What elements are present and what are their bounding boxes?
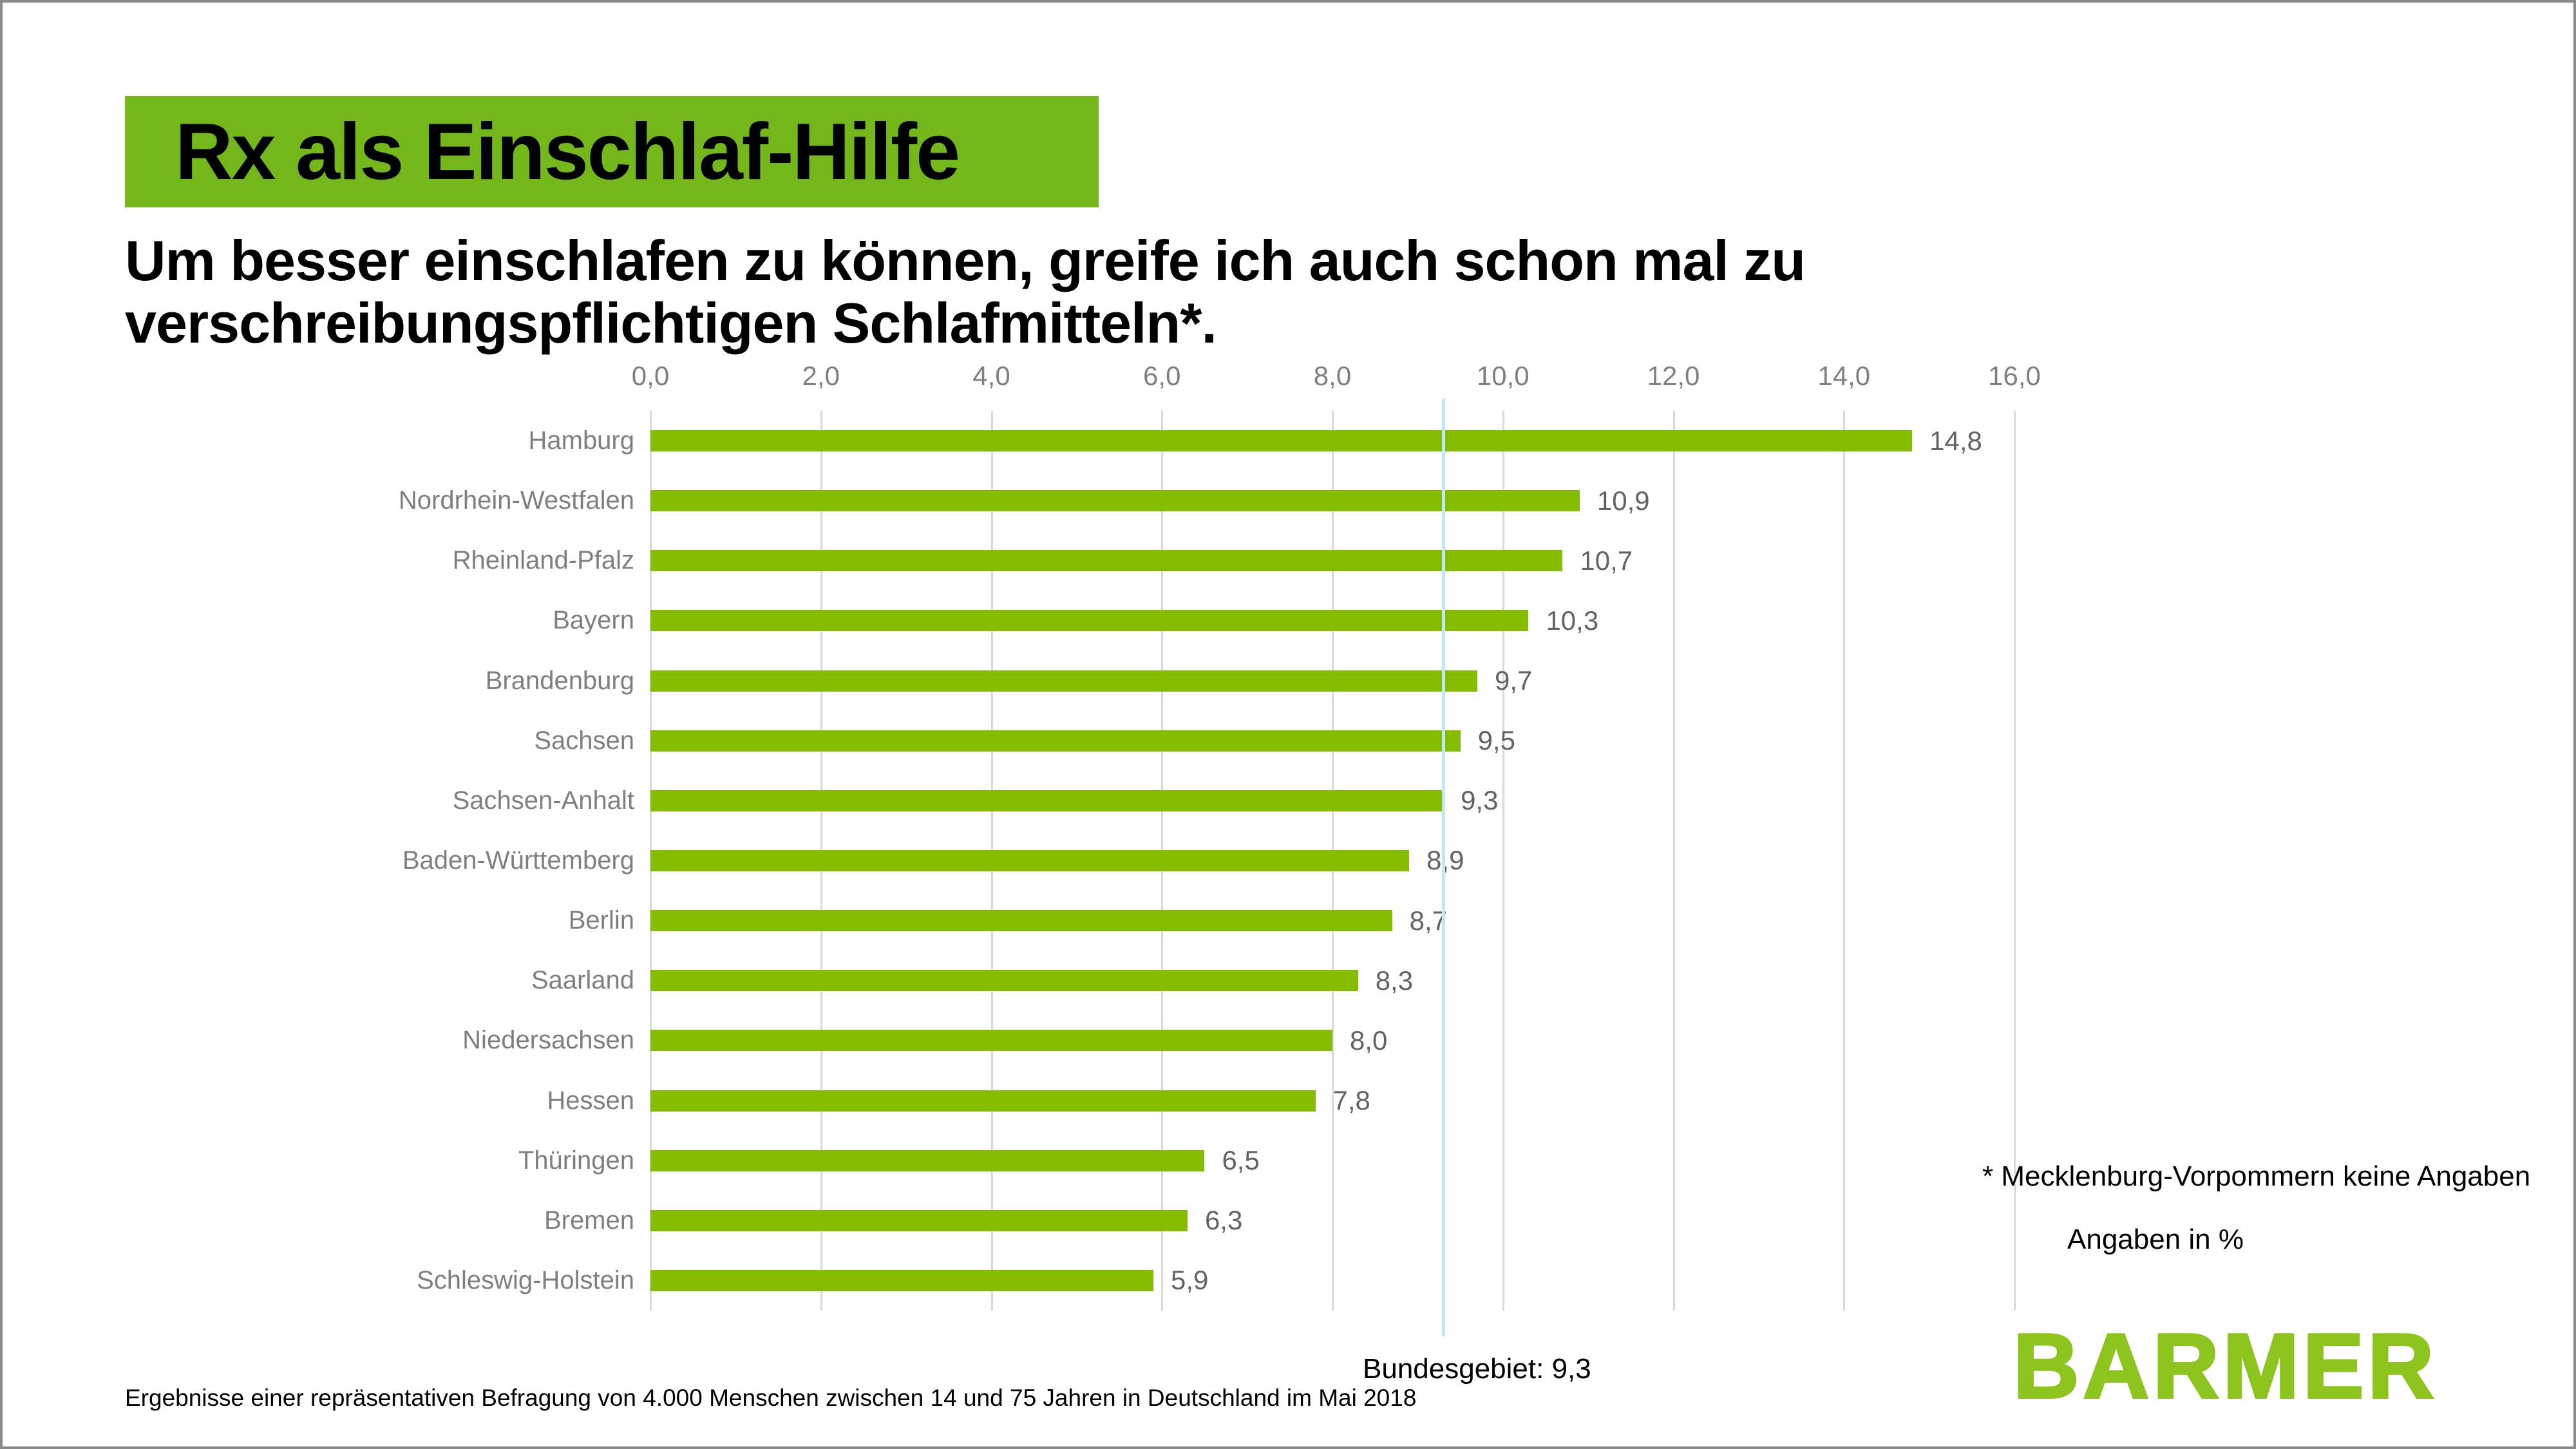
value-label: 10,9 bbox=[1596, 485, 1650, 516]
footnote-asterisk: * Mecklenburg-Vorpommern keine Angaben bbox=[1982, 1160, 2531, 1192]
gridline bbox=[2014, 411, 2016, 1311]
bar bbox=[650, 1090, 1316, 1112]
value-label: 7,8 bbox=[1332, 1085, 1370, 1116]
x-tick-label: 10,0 bbox=[1476, 361, 1530, 391]
bar-row: 6,3 bbox=[650, 1191, 2014, 1251]
value-label: 8,9 bbox=[1426, 845, 1464, 876]
value-label: 6,3 bbox=[1204, 1205, 1243, 1236]
bar-row: 10,9 bbox=[650, 471, 2014, 531]
bar bbox=[650, 430, 1913, 452]
value-label: 6,5 bbox=[1222, 1145, 1260, 1176]
value-label: 9,7 bbox=[1495, 665, 1533, 696]
x-tick-label: 16,0 bbox=[1988, 361, 2041, 391]
bar-row: 8,0 bbox=[650, 1010, 2014, 1070]
bar-row: 6,5 bbox=[650, 1131, 2014, 1191]
bar bbox=[650, 849, 1410, 871]
bar bbox=[650, 910, 1392, 932]
bar-row: 9,5 bbox=[650, 711, 2014, 771]
x-tick-label: 0,0 bbox=[631, 361, 670, 391]
bar bbox=[650, 1269, 1153, 1291]
bar bbox=[650, 1209, 1188, 1231]
bar bbox=[650, 730, 1461, 752]
bar-row: 10,3 bbox=[650, 591, 2014, 650]
category-label: Thüringen bbox=[518, 1146, 634, 1175]
bar-row: 5,9 bbox=[650, 1251, 2014, 1311]
category-label: Baden-Württemberg bbox=[402, 846, 634, 875]
bar bbox=[650, 790, 1444, 811]
reference-line-label: Bundesgebiet: 9,3 bbox=[1363, 1353, 1591, 1385]
bar-row: 8,3 bbox=[650, 951, 2014, 1010]
bar-row: 7,8 bbox=[650, 1070, 2014, 1130]
x-axis-tick-labels: 0,0 2,0 4,0 6,0 8,0 10,0 12,0 14,0 16,0 bbox=[632, 361, 2041, 399]
bar bbox=[650, 610, 1529, 632]
gridline bbox=[1502, 411, 1504, 1311]
bar-row: 10,7 bbox=[650, 531, 2014, 591]
x-tick-label: 2,0 bbox=[802, 361, 840, 391]
bar bbox=[650, 550, 1563, 572]
bar-row: 14,8 bbox=[650, 411, 2014, 471]
x-tick-label: 6,0 bbox=[1143, 361, 1181, 391]
source-note: Ergebnisse einer repräsentativen Befragu… bbox=[125, 1385, 1417, 1411]
value-label: 9,3 bbox=[1461, 785, 1499, 816]
value-label: 10,7 bbox=[1580, 545, 1633, 576]
x-tick-label: 8,0 bbox=[1313, 361, 1352, 391]
value-label: 5,9 bbox=[1171, 1265, 1209, 1296]
bar bbox=[650, 1150, 1205, 1171]
plot-area: 14,8 10,9 10,7 10,3 9,7 9,5 9,3 8,9 8,7 8,3 8,0 7,8… bbox=[650, 411, 2016, 1311]
category-label: Berlin bbox=[568, 906, 634, 935]
category-label: Nordrhein-Westfalen bbox=[398, 486, 634, 515]
footnote-units: Angaben in % bbox=[2067, 1224, 2244, 1255]
category-label: Sachsen-Anhalt bbox=[452, 786, 634, 815]
x-tick-label: 14,0 bbox=[1817, 361, 1871, 391]
category-label: Niedersachsen bbox=[462, 1026, 634, 1055]
value-label: 8,0 bbox=[1350, 1025, 1388, 1056]
gridline bbox=[1672, 411, 1675, 1311]
value-label: 14,8 bbox=[1929, 425, 1982, 456]
gridline bbox=[1843, 411, 1846, 1311]
category-axis: Hamburg Nordrhein-Westfalen Rheinland-Pfal… bbox=[3, 411, 634, 1311]
subtitle-line-2: verschreibungspflichtigen Schlafmitteln*… bbox=[125, 291, 1217, 355]
value-label: 9,5 bbox=[1477, 725, 1515, 756]
bar-row: 8,7 bbox=[650, 891, 2014, 951]
category-label: Saarland bbox=[531, 966, 634, 995]
barmer-logo: BARMER bbox=[2012, 1314, 2438, 1419]
reference-line bbox=[1442, 399, 1445, 1336]
page-title: Rx als Einschlaf-Hilfe bbox=[175, 107, 960, 196]
category-label: Rheinland-Pfalz bbox=[452, 546, 634, 575]
value-label: 8,7 bbox=[1409, 905, 1448, 936]
value-label: 8,3 bbox=[1375, 965, 1414, 996]
category-label: Bayern bbox=[553, 606, 634, 635]
bar-row: 8,9 bbox=[650, 831, 2014, 891]
chart-subtitle: Um besser einschlafen zu können, greife … bbox=[125, 229, 2315, 354]
x-tick-label: 12,0 bbox=[1647, 361, 1700, 391]
bar bbox=[650, 670, 1478, 692]
category-label: Hamburg bbox=[528, 426, 634, 455]
bar bbox=[650, 490, 1580, 512]
value-label: 10,3 bbox=[1546, 605, 1599, 636]
category-label: Brandenburg bbox=[485, 666, 634, 695]
category-label: Sachsen bbox=[534, 726, 634, 755]
bar-row: 9,7 bbox=[650, 651, 2014, 711]
title-banner: Rx als Einschlaf-Hilfe bbox=[125, 96, 1099, 207]
category-label: Hessen bbox=[547, 1086, 634, 1115]
bar bbox=[650, 1030, 1332, 1052]
category-label: Bremen bbox=[544, 1206, 634, 1235]
x-tick-label: 4,0 bbox=[972, 361, 1010, 391]
bar-row: 9,3 bbox=[650, 771, 2014, 831]
category-label: Schleswig-Holstein bbox=[417, 1265, 634, 1294]
subtitle-line-1: Um besser einschlafen zu können, greife … bbox=[125, 229, 1806, 292]
bar bbox=[650, 970, 1358, 992]
